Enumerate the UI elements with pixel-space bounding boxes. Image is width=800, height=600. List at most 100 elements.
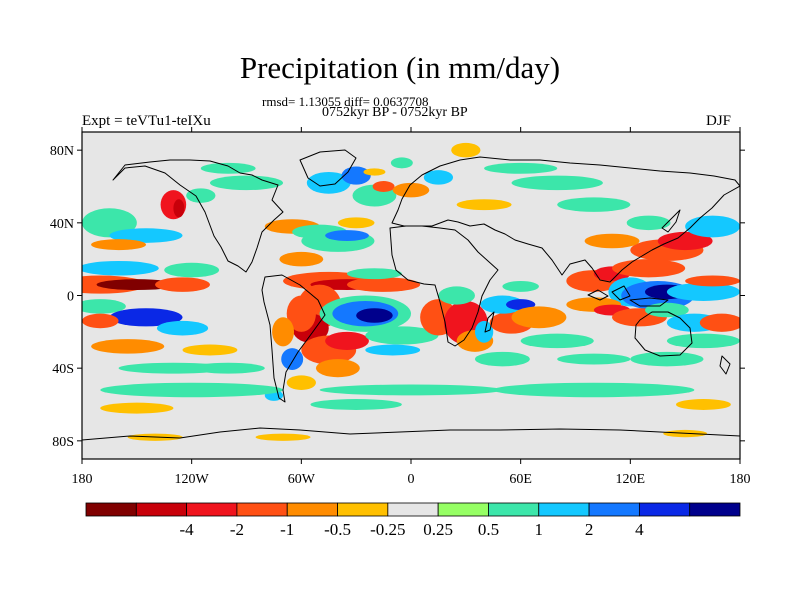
anomaly-patch-55 xyxy=(474,320,494,343)
coast-antarctica xyxy=(82,427,740,441)
anomaly-patch-82 xyxy=(666,333,740,349)
anomaly-patch-27 xyxy=(423,170,454,185)
coast-south-america xyxy=(261,274,326,403)
anomaly-patch-101 xyxy=(456,199,512,211)
anomaly-patch-28 xyxy=(363,168,386,176)
lat-tick-label-2: 0 xyxy=(67,290,74,305)
anomaly-patch-92 xyxy=(676,399,731,410)
anomaly-patch-61 xyxy=(474,351,530,367)
coast-new-zealand xyxy=(719,355,731,375)
anomaly-patch-87 xyxy=(100,382,284,398)
lon-tick-label-3: 0 xyxy=(408,472,415,487)
colorbar-swatch-6 xyxy=(387,502,439,517)
anomaly-patch-16 xyxy=(186,188,216,203)
anomaly-patch-13 xyxy=(91,239,146,251)
lat-tick-label-0: 80N xyxy=(50,144,74,159)
lon-tick-label-5: 120E xyxy=(616,472,646,487)
anomaly-patch-26 xyxy=(392,182,430,198)
lon-tick-label-0: 180 xyxy=(72,472,93,487)
anomaly-patch-75 xyxy=(584,233,640,249)
chart-title: Precipitation (in mm/day) xyxy=(239,50,561,85)
anomaly-patch-12 xyxy=(109,228,183,243)
colorbar: -4 -2 -1 -0.5 -0.25 0.25 0.5 1 2 4 xyxy=(85,502,741,539)
coast-africa xyxy=(389,225,499,347)
lat-tick-label-1: 40N xyxy=(50,217,74,232)
colorbar-label-4: -0.25 xyxy=(370,520,405,539)
anomaly-patch-7 xyxy=(156,320,209,336)
colorbar-label-3: -0.5 xyxy=(324,520,351,539)
anomaly-patch-21 xyxy=(337,217,375,229)
colorbar-swatch-0 xyxy=(85,502,137,517)
colorbar-label-0: -4 xyxy=(180,520,195,539)
season-label: DJF xyxy=(706,113,732,129)
lat-tick-label-3: 40S xyxy=(52,362,74,377)
anomaly-patch-96 xyxy=(209,175,284,191)
colorbar-label-7: 1 xyxy=(535,520,544,539)
anomaly-patch-86 xyxy=(191,362,265,374)
anomaly-patch-3 xyxy=(82,260,159,276)
anomaly-patch-43 xyxy=(315,359,360,378)
anomaly-patch-23 xyxy=(341,166,371,185)
colorbar-label-2: -1 xyxy=(280,520,294,539)
anomaly-patch-68 xyxy=(666,282,740,301)
colorbar-swatch-10 xyxy=(588,502,640,517)
colorbar-swatch-1 xyxy=(135,502,188,517)
anomaly-patch-8 xyxy=(82,313,119,329)
colorbar-swatch-12 xyxy=(689,502,741,517)
lat-tick-label-4: 80S xyxy=(52,435,74,450)
colorbar-swatch-2 xyxy=(186,502,238,517)
colorbar-label-8: 2 xyxy=(585,520,594,539)
anomaly-patch-99 xyxy=(484,162,558,174)
anomaly-patch-50 xyxy=(365,344,421,356)
coast-indonesia xyxy=(587,285,669,307)
anomaly-patch-62 xyxy=(502,280,539,292)
anomaly-patch-98 xyxy=(511,175,603,191)
colorbar-label-9: 4 xyxy=(635,520,644,539)
anomaly-patch-58 xyxy=(506,299,536,311)
anomaly-patch-35 xyxy=(347,268,402,280)
anomaly-patch-81 xyxy=(699,313,740,332)
coast-australia xyxy=(634,311,693,357)
anomaly-patch-59 xyxy=(511,306,567,329)
colorbar-label-1: -2 xyxy=(230,520,244,539)
anomaly-patch-1 xyxy=(96,279,178,291)
anomaly-patch-60 xyxy=(520,333,594,349)
colorbar-swatch-8 xyxy=(488,502,540,517)
anomaly-patch-90 xyxy=(100,402,174,414)
anomaly-patch-30 xyxy=(390,157,413,169)
anomaly-patch-39 xyxy=(272,317,295,347)
anomaly-patch-29 xyxy=(451,142,481,158)
anomaly-patch-20 xyxy=(325,230,369,241)
anomaly-patch-84 xyxy=(557,353,631,365)
coast-north-america xyxy=(112,159,284,273)
anomaly-patch-38 xyxy=(286,295,316,332)
coast-eurasia xyxy=(391,156,740,283)
lon-tick-label-4: 60E xyxy=(509,472,532,487)
anomaly-patch-25 xyxy=(372,181,395,192)
anomaly-patch-100 xyxy=(557,197,631,212)
anomaly-patch-88 xyxy=(319,384,503,396)
anomaly-patch-49 xyxy=(365,326,439,345)
coast-japan xyxy=(661,209,681,233)
anomaly-patch-2 xyxy=(155,277,210,292)
anomaly-patch-44 xyxy=(286,375,316,390)
coast-greenland xyxy=(299,149,357,187)
anomaly-patch-22 xyxy=(306,171,351,194)
lon-tick-label-6: 180 xyxy=(730,472,751,487)
stats-line: rmsd= 1.13055 diff= 0.0637708 xyxy=(262,94,429,109)
anomaly-patch-70 xyxy=(612,259,686,278)
lon-tick-label-1: 120W xyxy=(175,472,210,487)
coast-madagascar xyxy=(484,311,495,333)
anomaly-patch-6 xyxy=(109,308,183,327)
colorbar-label-6: 0.5 xyxy=(478,520,499,539)
anomaly-patch-91 xyxy=(310,399,402,410)
anomaly-patch-42 xyxy=(325,331,369,350)
colorbar-swatch-11 xyxy=(638,502,691,517)
anomaly-patch-31 xyxy=(279,251,324,267)
anomaly-patch-5 xyxy=(82,299,126,314)
anomaly-patch-89 xyxy=(493,382,695,398)
experiment-label: Expt = teVTu1-teIXu xyxy=(82,113,211,129)
anomaly-patch-97 xyxy=(200,162,256,174)
colorbar-swatch-9 xyxy=(538,502,590,517)
